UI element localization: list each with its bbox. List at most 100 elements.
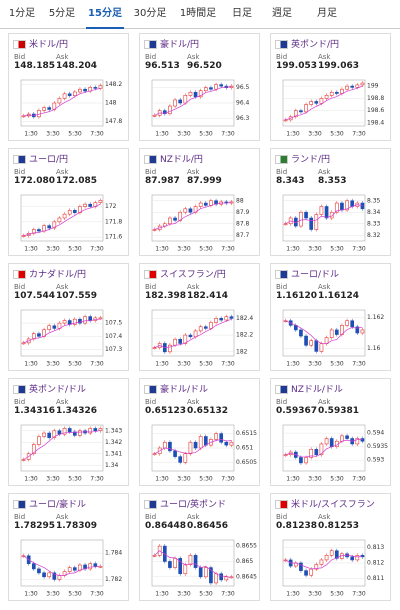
y-tick-label: 96.4 <box>236 100 250 107</box>
moving-average <box>285 554 363 570</box>
pair-name[interactable]: NZドル/円 <box>160 155 203 165</box>
candle <box>93 563 98 567</box>
moving-average <box>23 87 101 117</box>
x-tick-label: 1:30 <box>155 131 169 138</box>
candle <box>360 82 365 86</box>
mini-chart: 96.5 96.4 96.3 1:30 3:30 5:30 7:30 <box>151 79 250 138</box>
x-tick-label: 5:30 <box>68 361 82 368</box>
pair-name[interactable]: ランド/円 <box>291 155 331 165</box>
candle <box>283 223 288 226</box>
y-tick-label: 0.5935 <box>367 443 388 450</box>
x-tick-label: 1:30 <box>155 476 169 483</box>
moving-average <box>23 203 101 236</box>
pair-name[interactable]: ユーロ/英ポンド <box>160 500 227 510</box>
tab[interactable]: 月足 <box>317 8 337 19</box>
candle <box>319 559 324 565</box>
x-tick-label: 7:30 <box>352 246 366 253</box>
candle <box>334 550 339 559</box>
candle <box>329 550 334 556</box>
ask-value: 8.353 <box>318 176 347 186</box>
mini-chart: 199 198.8 198.6 198.4 1:30 3:30 5:30 7:30 <box>282 79 384 138</box>
y-tick-label: 172 <box>105 203 117 210</box>
moving-average <box>23 318 101 344</box>
fx-card: カナダドル/円 Bid Ask 107.544 107.559 107.5 107.4 107… <box>8 263 129 371</box>
pair-name[interactable]: 英ポンド/円 <box>291 40 340 50</box>
candle <box>183 334 188 344</box>
bid-label: Bid <box>276 513 288 521</box>
mini-chart: 1.162 1.16 1:30 3:30 5:30 7:30 <box>282 309 384 368</box>
candle <box>329 438 334 447</box>
candle <box>72 210 77 213</box>
candle <box>83 203 87 207</box>
candle <box>350 556 355 561</box>
candle <box>345 320 349 326</box>
pair-name[interactable]: ユーロ/豪ドル <box>29 500 87 510</box>
pair-name[interactable]: NZドル/ドル <box>291 385 343 395</box>
candle <box>224 316 229 321</box>
candle <box>57 98 62 104</box>
tab[interactable]: 5分足 <box>48 8 76 19</box>
candle <box>299 211 303 227</box>
bid-value: 87.987 <box>145 176 180 186</box>
pair-name[interactable]: 米ドル/円 <box>29 40 69 50</box>
tab[interactable]: 日足 <box>232 8 252 19</box>
ask-value: 199.063 <box>318 61 359 71</box>
candle <box>78 88 82 93</box>
plot-frame <box>151 309 235 357</box>
y-tick-label: 182.4 <box>236 315 253 322</box>
flag <box>144 500 157 509</box>
bid-label: Bid <box>276 53 288 61</box>
candle <box>319 206 324 215</box>
candle <box>52 430 57 438</box>
x-tick-label: 7:30 <box>221 361 235 368</box>
ask-value: 1.34326 <box>56 406 97 416</box>
y-tick-label: 0.813 <box>367 544 384 551</box>
candle <box>219 573 224 581</box>
pair-name[interactable]: ユーロ/円 <box>29 155 69 165</box>
candle <box>183 208 188 213</box>
pair-name[interactable]: カナダドル/円 <box>29 270 87 280</box>
pair-name[interactable]: ユーロ/ドル <box>291 270 340 280</box>
y-tick-label: 8.34 <box>367 209 381 216</box>
candle <box>304 457 308 464</box>
ask-value: 1.78309 <box>56 521 97 531</box>
tab[interactable]: 1分足 <box>8 8 36 19</box>
candle <box>350 320 355 328</box>
y-tick-label: 96.3 <box>236 115 250 122</box>
candle <box>299 457 303 464</box>
candle <box>88 428 93 434</box>
candle <box>62 320 67 324</box>
mini-chart: 172 171.8 171.6 1:30 3:30 5:30 7:30 <box>20 194 122 253</box>
tab[interactable]: 30分足 <box>133 8 167 19</box>
candle <box>299 562 303 571</box>
fx-card: 米ドル/スイスフラン Bid Ask 0.81238 0.81253 0.813 0.812… <box>270 493 391 601</box>
y-tick-label: 8.33 <box>367 220 381 227</box>
ask-value: 172.085 <box>56 176 97 186</box>
pair-name[interactable]: 豪ドル/円 <box>160 40 200 50</box>
candle <box>21 459 26 461</box>
pair-name[interactable]: 英ポンド/ドル <box>29 385 87 395</box>
x-tick-label: 3:30 <box>177 246 191 253</box>
tab[interactable]: 週足 <box>272 8 292 19</box>
candle <box>67 93 72 96</box>
tab-bar: 1分足 5分足 15分足 30分足 1時間足 日足 週足 月足 <box>0 0 400 29</box>
candle <box>47 225 52 229</box>
moving-average <box>285 439 363 458</box>
pair-name[interactable]: 豪ドル/ドル <box>160 385 209 395</box>
candle <box>173 558 177 568</box>
x-tick-label: 3:30 <box>177 361 191 368</box>
candle <box>229 316 234 319</box>
candle <box>324 555 329 561</box>
pair-name[interactable]: 米ドル/スイスフラン <box>291 500 375 510</box>
candle <box>283 559 288 562</box>
candle <box>37 568 41 574</box>
pair-name[interactable]: スイスフラン/円 <box>160 270 226 280</box>
candle <box>168 105 172 115</box>
tab[interactable]: 1時間足 <box>179 8 217 19</box>
candle <box>88 203 93 207</box>
tab[interactable]: 15分足 <box>86 0 124 29</box>
candle <box>314 449 319 456</box>
candle <box>47 432 52 438</box>
fx-card: ランド/円 Bid Ask 8.343 8.353 8.35 8.34 8.33 8.32 1:3… <box>270 148 391 256</box>
y-tick-label: 0.811 <box>367 575 384 582</box>
